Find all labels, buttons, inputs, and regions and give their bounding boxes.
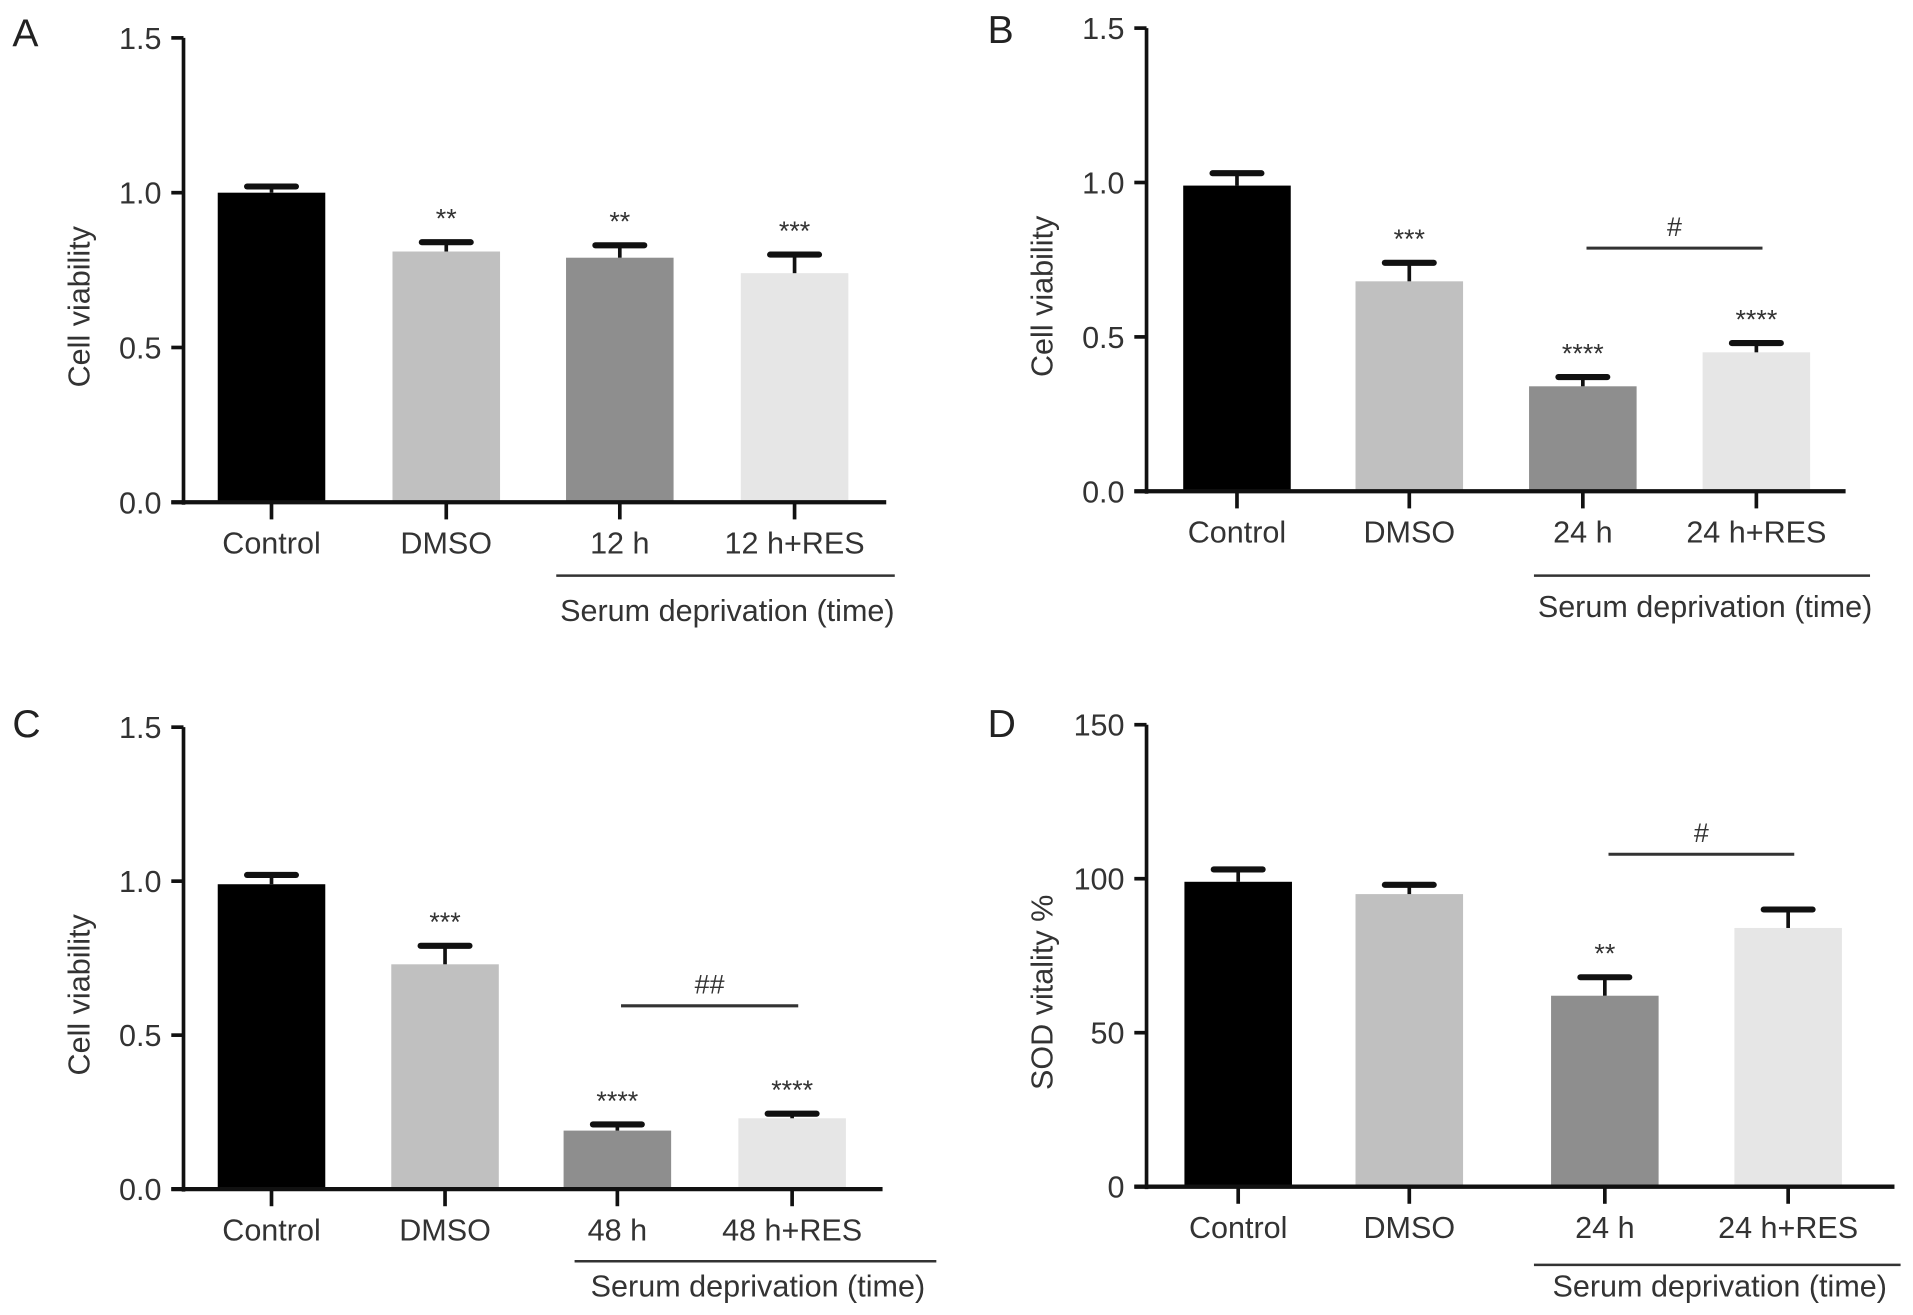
panel-B: B Control *** DMSO **** 24 h **** 24 h+RES 0.0 0.…: [988, 9, 1873, 624]
bar-2: [1529, 386, 1637, 492]
panel-label: D: [988, 703, 1016, 746]
significance-label: **: [1594, 939, 1615, 969]
x-tick-label: Control: [222, 527, 320, 561]
y-tick-label: 1.0: [119, 177, 161, 211]
y-axis-label: SOD vitality %: [1025, 895, 1059, 1090]
y-tick-label: 1.0: [1082, 167, 1124, 201]
bar-2: [563, 1130, 672, 1190]
y-tick-label: 0.5: [1082, 321, 1124, 355]
comparison-label: #: [1694, 818, 1709, 848]
significance-label: **: [436, 204, 457, 234]
y-tick-label: 0.0: [1082, 475, 1124, 509]
significance-label: ***: [779, 216, 811, 246]
x-tick-label: 24 h+RES: [1718, 1211, 1858, 1245]
y-tick-label: 0.5: [119, 1019, 161, 1053]
bar-0: [217, 884, 326, 1190]
bar-3: [1734, 927, 1842, 1187]
y-tick-label: 1.5: [119, 22, 161, 56]
bar-1: [392, 251, 501, 503]
bar-1: [1355, 894, 1464, 1187]
x-tick-label: 24 h+RES: [1686, 516, 1826, 550]
y-axis-label: Cell viability: [1025, 215, 1059, 377]
y-tick-label: 150: [1074, 709, 1125, 743]
x-tick-label: 48 h+RES: [722, 1213, 862, 1247]
x-tick-label: DMSO: [1363, 516, 1455, 550]
bar-3: [740, 273, 849, 503]
comparison-label: #: [1667, 212, 1682, 242]
bar-0: [1183, 185, 1291, 492]
significance-label: ****: [771, 1075, 813, 1105]
significance-label: ***: [1394, 224, 1426, 254]
y-tick-label: 0.0: [119, 486, 161, 520]
bar-3: [738, 1118, 846, 1190]
y-tick-label: 1.5: [1082, 12, 1124, 46]
panel-D: D Control DMSO ** 24 h 24 h+RES 0 50 100 150 SOD v…: [988, 703, 1901, 1304]
significance-label: ****: [1562, 338, 1604, 368]
y-tick-label: 0.0: [119, 1173, 161, 1207]
y-axis-label: Cell viability: [62, 225, 96, 387]
x-tick-label: 12 h: [590, 527, 649, 561]
y-tick-label: 0.5: [119, 331, 161, 365]
x-tick-label: 24 h: [1553, 516, 1612, 550]
bar-2: [1551, 995, 1659, 1187]
x-tick-label: 12 h+RES: [725, 527, 865, 561]
y-tick-label: 1.0: [119, 865, 161, 899]
group-label: Serum deprivation (time): [1538, 590, 1872, 624]
group-label: Serum deprivation (time): [560, 594, 894, 628]
panel-label: C: [12, 703, 40, 746]
bar-1: [391, 964, 499, 1190]
comparison-label: ##: [695, 970, 725, 1000]
panel-A: A Control ** DMSO ** 12 h *** 12 h+RES 0.0 0.5 1.0…: [12, 12, 895, 628]
x-tick-label: DMSO: [1363, 1211, 1455, 1245]
panel-label: A: [12, 12, 38, 55]
significance-label: ***: [429, 907, 461, 937]
bar-0: [1184, 881, 1292, 1187]
bar-0: [217, 192, 326, 503]
panel-C: C Control *** DMSO **** 48 h **** 48 h+RES 0.0 0.…: [12, 703, 937, 1304]
panel-label: B: [988, 9, 1014, 52]
x-tick-label: Control: [222, 1213, 320, 1247]
bar-2: [566, 257, 674, 503]
significance-label: ****: [1735, 304, 1777, 334]
bar-1: [1355, 281, 1464, 492]
x-tick-label: DMSO: [399, 1213, 491, 1247]
x-tick-label: DMSO: [400, 527, 492, 561]
y-tick-label: 1.5: [119, 711, 161, 745]
significance-label: **: [609, 207, 630, 237]
y-axis-label: Cell viability: [62, 913, 96, 1075]
x-tick-label: 48 h: [588, 1213, 647, 1247]
group-label: Serum deprivation (time): [591, 1270, 925, 1304]
group-label: Serum deprivation (time): [1552, 1270, 1886, 1304]
y-tick-label: 100: [1074, 863, 1125, 897]
y-tick-label: 0: [1108, 1171, 1125, 1205]
bar-3: [1702, 352, 1811, 492]
significance-label: ****: [596, 1086, 638, 1116]
x-tick-label: 24 h: [1575, 1211, 1634, 1245]
x-tick-label: Control: [1188, 516, 1286, 550]
y-tick-label: 50: [1091, 1017, 1125, 1051]
x-tick-label: Control: [1189, 1211, 1287, 1245]
